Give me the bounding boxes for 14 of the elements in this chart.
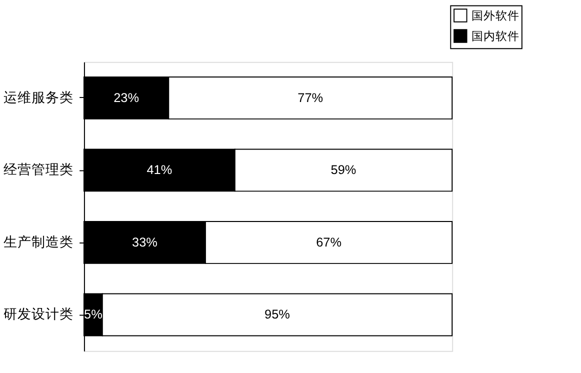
y-tick-label: 经营管理类 — [4, 162, 74, 178]
data-label: 23% — [114, 90, 140, 105]
legend-label: 国外软件 — [472, 9, 520, 22]
data-label: 33% — [132, 235, 158, 250]
data-label: 95% — [264, 308, 290, 322]
y-tick-label: 生产制造类 — [4, 234, 74, 250]
legend-label: 国内软件 — [472, 30, 520, 43]
data-label: 59% — [330, 163, 356, 178]
data-label: 67% — [316, 235, 342, 250]
y-tick-label: 运维服务类 — [4, 90, 74, 105]
y-tick-label: 研发设计类 — [4, 306, 74, 322]
data-label: 5% — [84, 308, 102, 322]
data-label: 77% — [298, 90, 324, 105]
data-label: 41% — [146, 163, 172, 178]
